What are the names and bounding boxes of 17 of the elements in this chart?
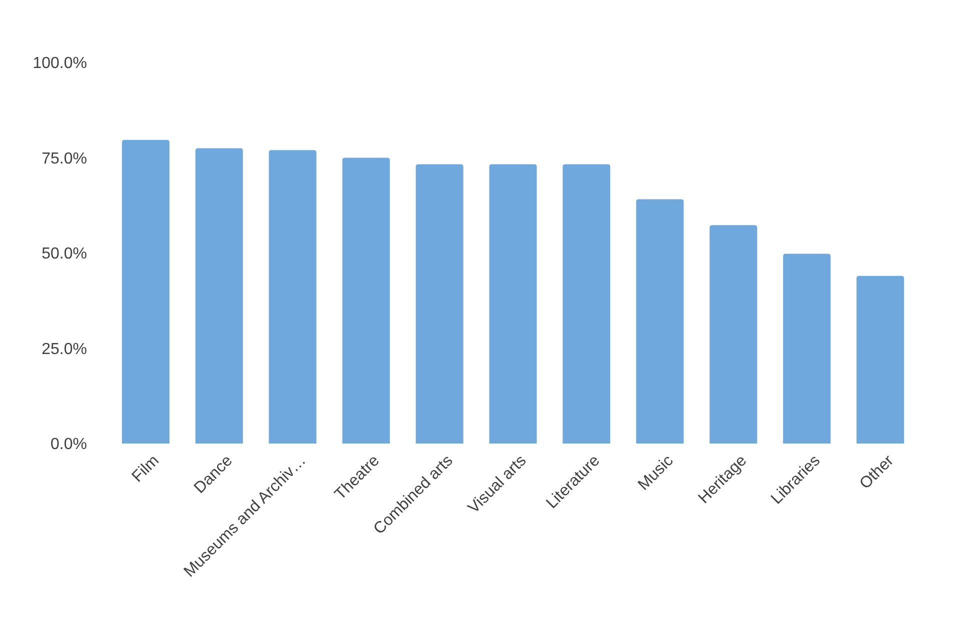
bar — [122, 140, 170, 444]
y-tick-label: 50.0% — [42, 246, 87, 263]
bar — [636, 199, 684, 444]
bar — [416, 164, 464, 444]
bar — [268, 150, 316, 444]
bar — [710, 225, 758, 444]
y-tick-label: 0.0% — [50, 436, 87, 454]
x-tick-label: Film — [129, 452, 162, 486]
bar — [783, 254, 831, 444]
bar — [562, 164, 610, 444]
bar — [489, 164, 537, 444]
bar — [195, 148, 243, 444]
bar — [856, 276, 904, 444]
y-tick-label: 25.0% — [42, 340, 87, 358]
bar — [342, 158, 390, 444]
y-tick-label: 100.0% — [32, 55, 87, 72]
y-tick-label: 75.0% — [42, 150, 87, 168]
